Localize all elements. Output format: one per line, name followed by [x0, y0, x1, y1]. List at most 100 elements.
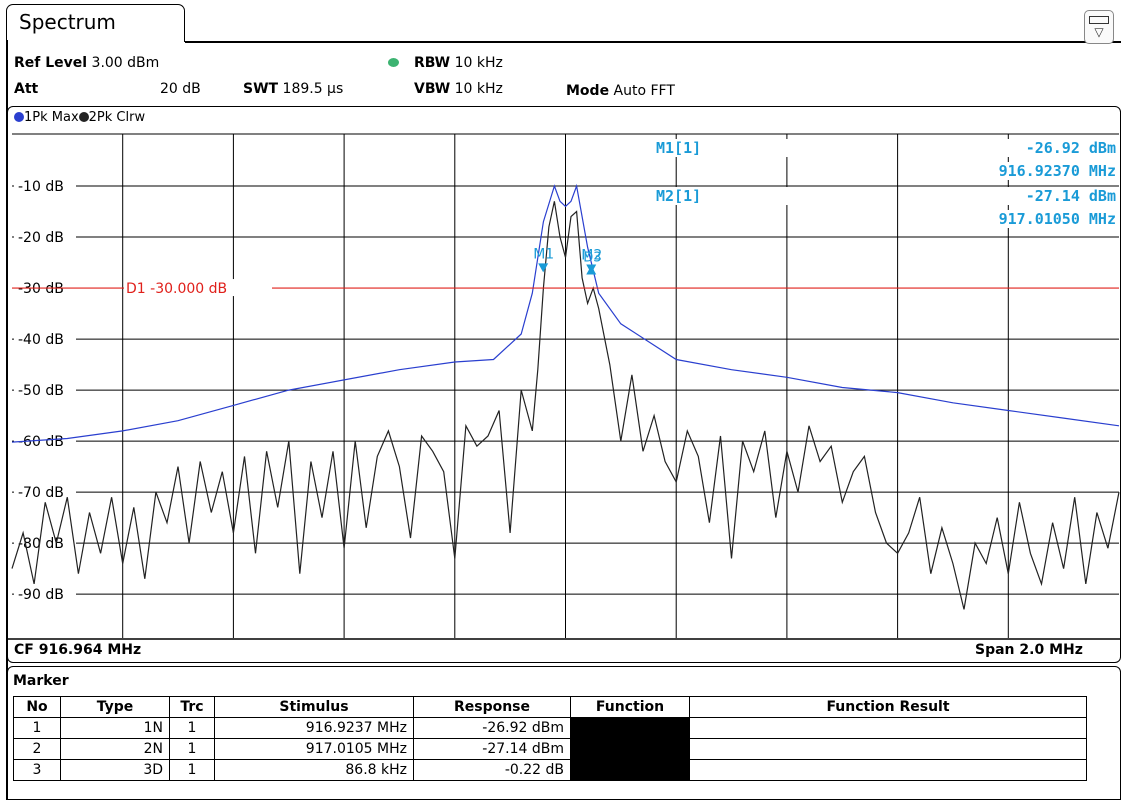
ref-level-value: 3.00 dBm [91, 55, 160, 71]
readout-m2-level: -27.14 dBm [1026, 187, 1116, 205]
mode-label: Mode [566, 83, 610, 99]
tab-divider [185, 41, 1121, 43]
cell-stimulus: 917.0105 MHz [214, 738, 414, 760]
mode-readout: Mode Auto FFT [566, 83, 675, 99]
readout-m2-label-bg [654, 187, 816, 205]
tick-label-bg [14, 177, 76, 195]
marker-table-title: Marker [13, 673, 69, 689]
marker-table-header: No Type Trc Stimulus Response Function F… [13, 696, 1087, 718]
tick-label-bg [14, 330, 76, 348]
table-row[interactable]: 2 2N 1 917.0105 MHz -27.14 dBm [13, 738, 1087, 760]
cell-function [570, 759, 690, 781]
cell-trc: 1 [169, 717, 215, 739]
cell-trc: 1 [169, 738, 215, 760]
cell-response: -0.22 dB [413, 759, 571, 781]
marker-d3-triangle [586, 265, 597, 275]
readout-m2-level-bg [956, 187, 1118, 205]
cell-function-result [689, 738, 1087, 760]
tick-label-bg [14, 381, 76, 399]
trace1-label: 1Pk Max [24, 110, 79, 125]
readout-m1-freq: 916.92370 MHz [999, 162, 1116, 180]
mode-value: Auto FFT [613, 83, 675, 99]
trace-2pk-clrw [11, 201, 1120, 610]
col-stimulus: Stimulus [214, 696, 414, 718]
cell-no: 1 [13, 717, 61, 739]
trace2-label: 2Pk Clrw [88, 110, 146, 125]
swt-readout: SWT 189.5 µs [243, 81, 343, 97]
trace2-dot [78, 112, 89, 122]
cell-no: 3 [13, 759, 61, 781]
y-tick-label: -80 dB [18, 536, 64, 552]
y-tick-label: -20 dB [18, 230, 64, 246]
cell-response: -27.14 dBm [413, 738, 571, 760]
y-tick-label: -10 dB [18, 179, 64, 195]
tab-spectrum[interactable]: Spectrum [6, 4, 185, 42]
swt-value: 189.5 µs [282, 81, 344, 97]
table-row[interactable]: 1 1N 1 916.9237 MHz -26.92 dBm [13, 717, 1087, 739]
readout-m1-level-bg [956, 139, 1118, 157]
marker-m1-triangle [538, 263, 549, 273]
col-trc: Trc [169, 696, 215, 718]
swt-label: SWT [243, 81, 279, 97]
readout-m1-label: M1[1] [656, 139, 701, 157]
col-type: Type [60, 696, 170, 718]
y-tick-label: -90 dB [18, 587, 64, 603]
col-function-result: Function Result [689, 696, 1087, 718]
readout-m1-label-bg [654, 139, 816, 157]
display-line-label-bg [124, 279, 272, 297]
cell-type: 2N [60, 738, 170, 760]
ref-level-readout: Ref Level 3.00 dBm [14, 55, 159, 71]
cell-type: 1N [60, 717, 170, 739]
marker-m2-label: M2 [581, 247, 602, 263]
rbw-value: 10 kHz [454, 55, 503, 71]
readout-m2-freq-bg [956, 210, 1118, 228]
rbw-status-indicator [388, 58, 399, 67]
cell-function [570, 717, 690, 739]
readout-m2-label: M2[1] [656, 187, 701, 205]
readout-m1-level: -26.92 dBm [1026, 139, 1116, 157]
col-response: Response [413, 696, 571, 718]
y-tick-label: -50 dB [18, 383, 64, 399]
readout-m1-freq-bg [956, 162, 1118, 180]
vbw-value: 10 kHz [454, 81, 503, 97]
marker-m1-label: M1 [533, 246, 554, 262]
col-function: Function [570, 696, 690, 718]
center-frequency: CF 916.964 MHz [14, 642, 142, 658]
span-readout: Span 2.0 MHz [975, 642, 1083, 658]
tick-label-bg [14, 432, 76, 450]
trace-1pk-max [11, 183, 1120, 443]
rbw-label: RBW [414, 55, 451, 71]
y-tick-label: -70 dB [18, 485, 64, 501]
cell-function-result [689, 759, 1087, 781]
cell-stimulus: 916.9237 MHz [214, 717, 414, 739]
tick-label-bg [14, 534, 76, 552]
col-no: No [13, 696, 61, 718]
y-tick-label: -60 dB [18, 434, 64, 450]
readout-m2-freq: 917.01050 MHz [999, 210, 1116, 228]
cell-function [570, 738, 690, 760]
cell-response: -26.92 dBm [413, 717, 571, 739]
tab-title: Spectrum [19, 10, 116, 34]
rbw-readout: RBW 10 kHz [414, 55, 503, 71]
table-row[interactable]: 3 3D 1 86.8 kHz -0.22 dB [13, 759, 1087, 781]
menu-icon[interactable]: ▽ [1084, 10, 1114, 44]
att-label: Att [14, 81, 39, 97]
cell-trc: 1 [169, 759, 215, 781]
vbw-readout: VBW 10 kHz [414, 81, 503, 97]
marker-d3-label: D3 [583, 250, 601, 265]
y-tick-label: -30 dB [18, 281, 64, 297]
vbw-label: VBW [414, 81, 451, 97]
trace1-dot [14, 112, 24, 122]
trace-legend: 1Pk Max 2Pk Clrw [14, 110, 145, 125]
ref-level-label: Ref Level [14, 55, 88, 71]
tick-label-bg [14, 585, 76, 603]
marker-table: No Type Trc Stimulus Response Function F… [13, 696, 1087, 781]
cell-type: 3D [60, 759, 170, 781]
cell-function-result [689, 717, 1087, 739]
y-tick-label: -40 dB [18, 332, 64, 348]
tick-label-bg [14, 483, 76, 501]
frame-left-edge [6, 40, 8, 800]
tick-label-bg [14, 228, 76, 246]
cell-stimulus: 86.8 kHz [214, 759, 414, 781]
